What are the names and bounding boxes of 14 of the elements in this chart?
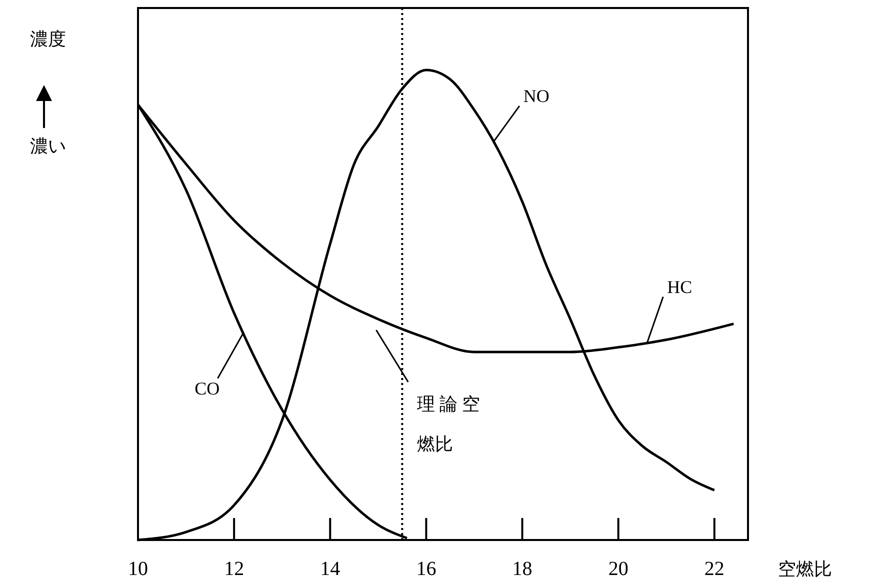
y-axis-title: 濃度 xyxy=(30,29,66,49)
text: CO xyxy=(194,378,220,398)
text: NO xyxy=(523,86,550,106)
text: HC xyxy=(667,276,692,297)
x-tick-label: 20 xyxy=(608,558,628,580)
x-tick-label: 16 xyxy=(416,558,436,580)
x-axis-title: 空燃比 xyxy=(778,559,832,579)
x-tick-label: 18 xyxy=(512,558,532,580)
ref-line-label: 理 論 空燃比 xyxy=(417,394,480,454)
text: 濃い xyxy=(30,136,66,156)
x-tick-label: 22 xyxy=(704,558,724,580)
x-tick-label: 12 xyxy=(224,558,244,580)
x-tick-label: 14 xyxy=(320,558,340,580)
x-tick-label: 10 xyxy=(128,558,148,580)
